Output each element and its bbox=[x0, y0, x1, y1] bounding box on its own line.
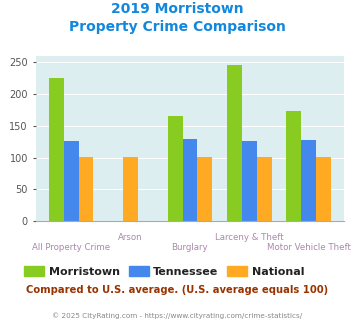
Legend: Morristown, Tennessee, National: Morristown, Tennessee, National bbox=[20, 261, 308, 281]
Bar bbox=[123, 157, 138, 221]
Bar bbox=[286, 111, 301, 221]
Bar bbox=[242, 141, 257, 221]
Text: All Property Crime: All Property Crime bbox=[32, 243, 110, 251]
Bar bbox=[257, 157, 272, 221]
Text: Larceny & Theft: Larceny & Theft bbox=[215, 233, 284, 242]
Text: Compared to U.S. average. (U.S. average equals 100): Compared to U.S. average. (U.S. average … bbox=[26, 285, 329, 295]
Text: Arson: Arson bbox=[118, 233, 143, 242]
Text: Motor Vehicle Theft: Motor Vehicle Theft bbox=[267, 243, 351, 251]
Bar bbox=[227, 65, 242, 221]
Text: Property Crime Comparison: Property Crime Comparison bbox=[69, 20, 286, 34]
Text: © 2025 CityRating.com - https://www.cityrating.com/crime-statistics/: © 2025 CityRating.com - https://www.city… bbox=[53, 312, 302, 318]
Bar bbox=[301, 140, 316, 221]
Bar bbox=[78, 157, 93, 221]
Bar bbox=[64, 141, 78, 221]
Bar bbox=[197, 157, 212, 221]
Bar bbox=[316, 157, 331, 221]
Bar bbox=[49, 78, 64, 221]
Text: 2019 Morristown: 2019 Morristown bbox=[111, 2, 244, 16]
Bar bbox=[182, 139, 197, 221]
Text: Burglary: Burglary bbox=[171, 243, 208, 251]
Bar bbox=[168, 116, 182, 221]
